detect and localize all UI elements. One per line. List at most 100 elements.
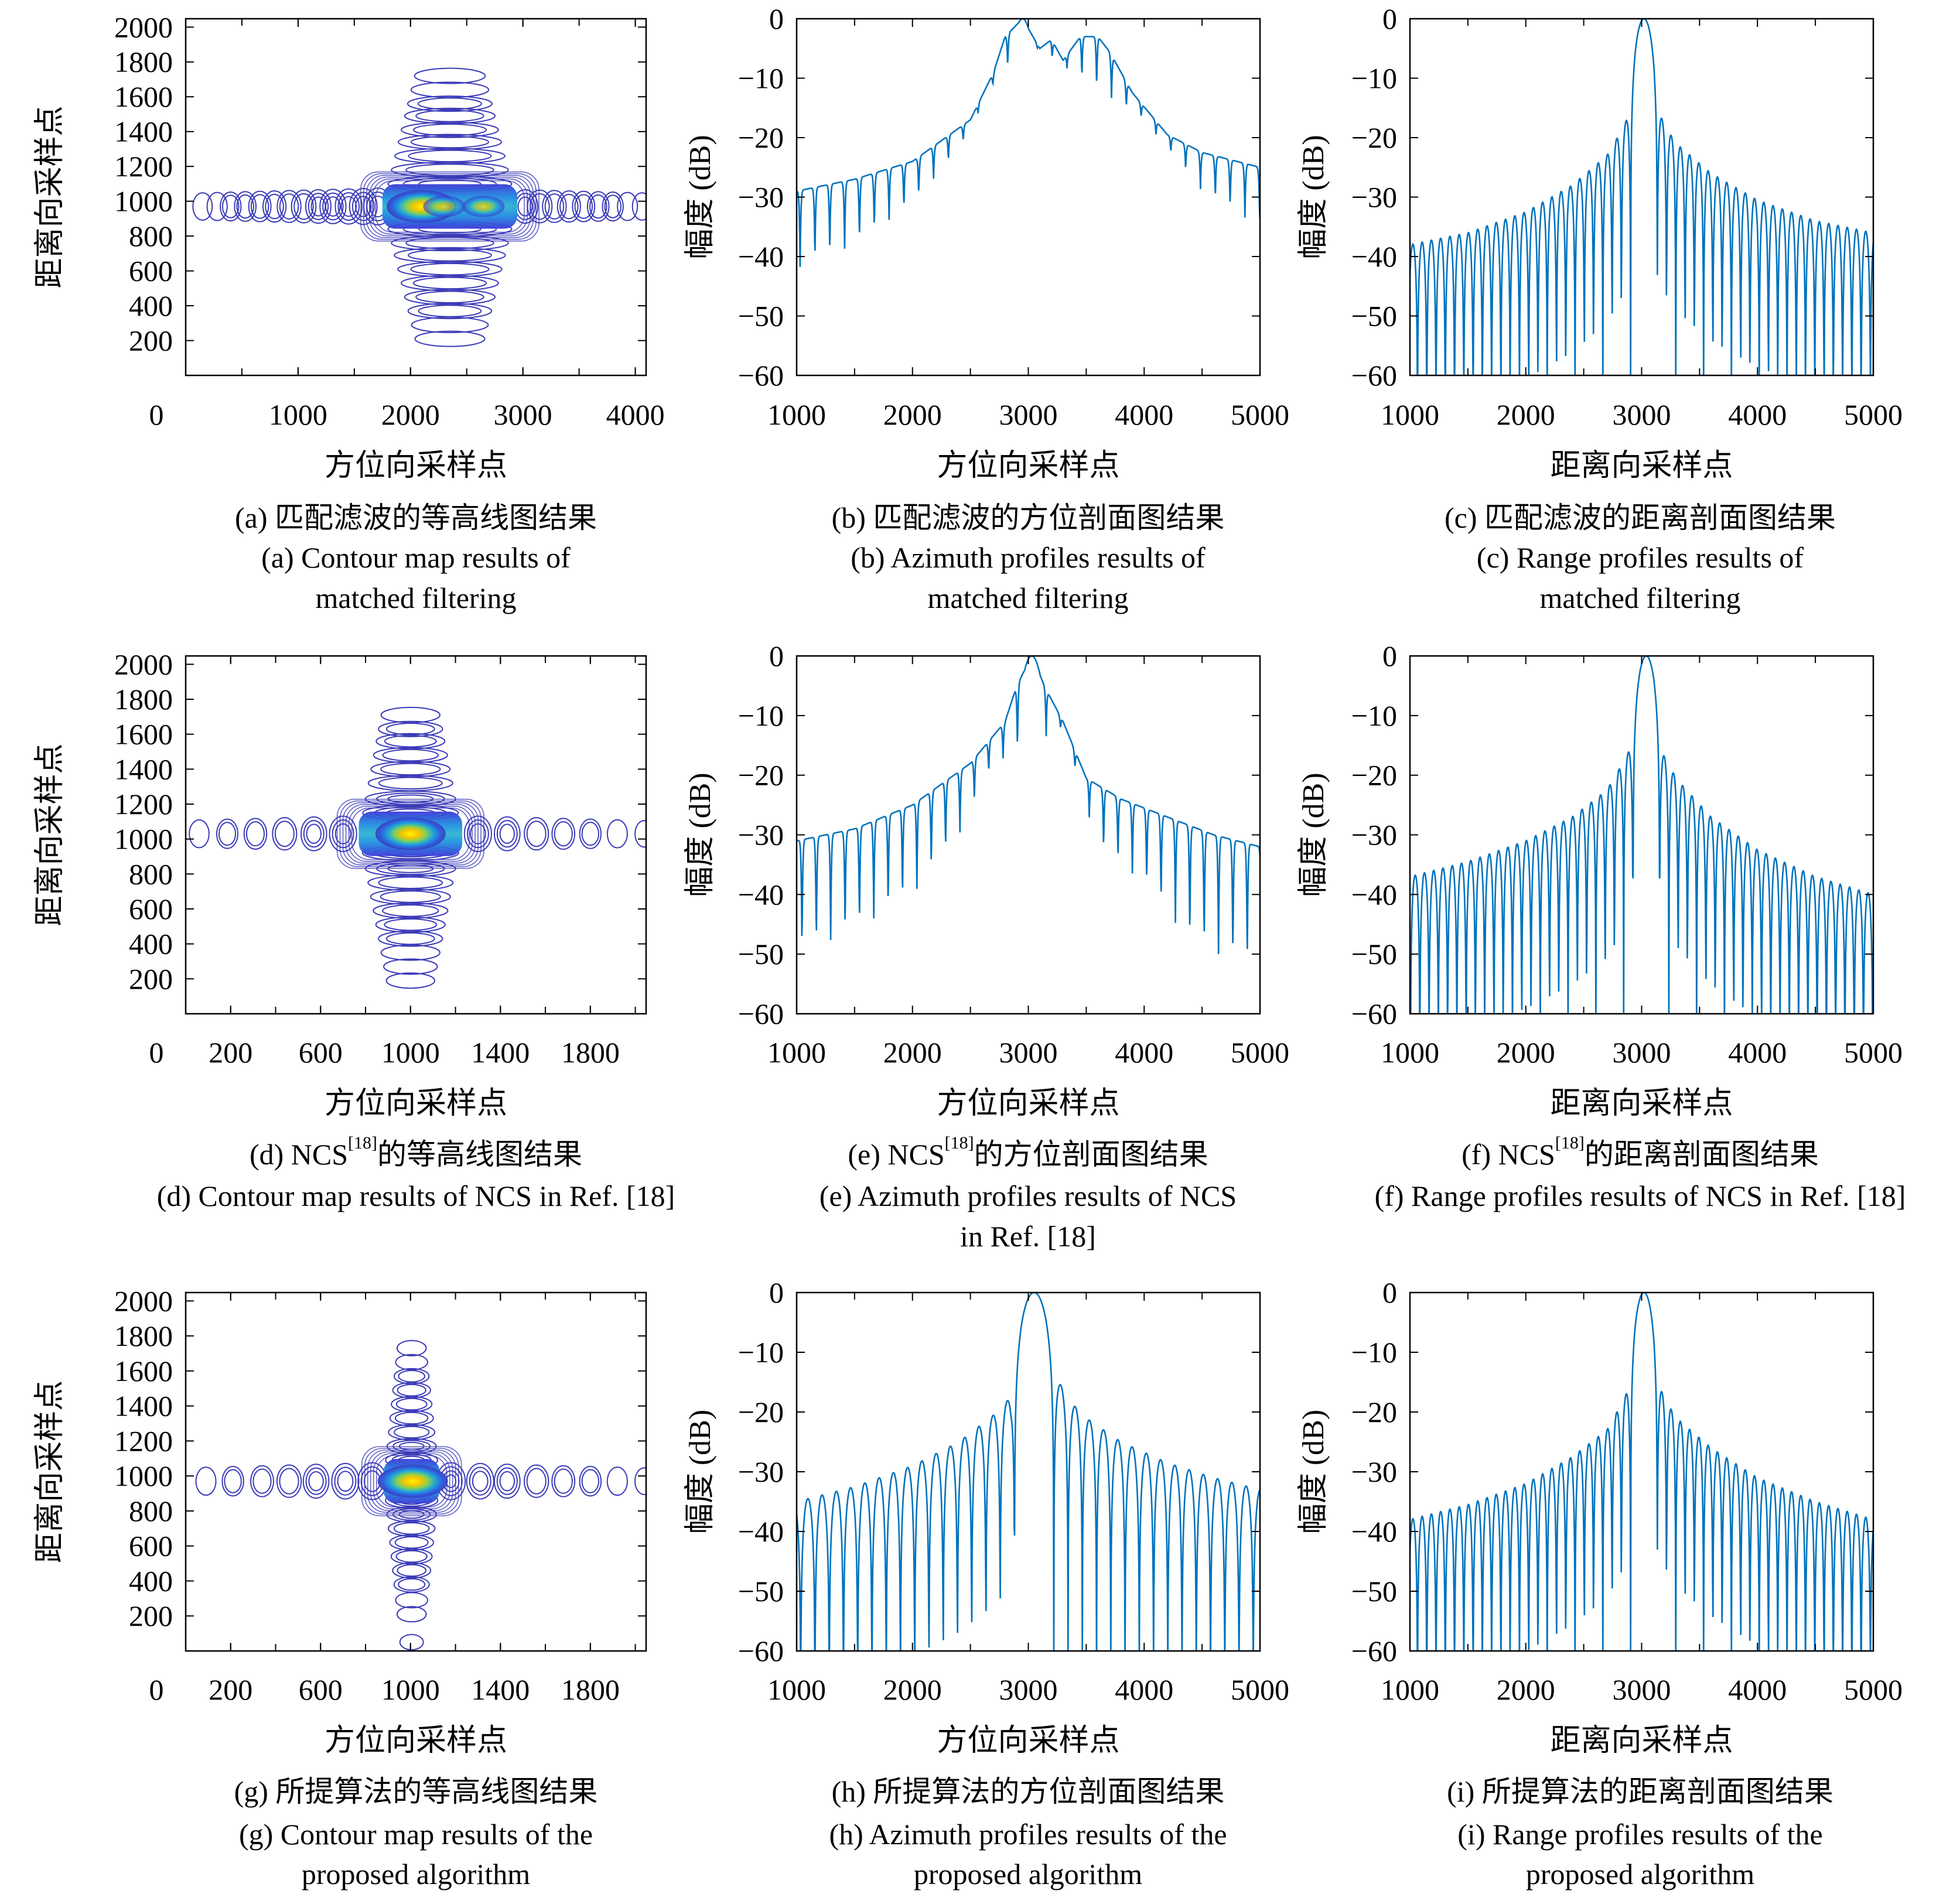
contour-ring (308, 1471, 324, 1492)
caption-en-i-line: (i) Range profiles results of the (1457, 1818, 1823, 1851)
contour-ring (385, 932, 435, 945)
series-line (797, 1293, 1260, 1651)
contour-ring (410, 262, 490, 276)
axes-box (185, 655, 647, 1015)
caption-en-e-line: in Ref. [18] (960, 1220, 1096, 1253)
contour-ring (526, 1468, 547, 1495)
axes-box (1409, 655, 1874, 1015)
caption-zh-h: (h) 所提算法的方位剖面图结果 (712, 1772, 1344, 1811)
y-tick-label: −30 (738, 1455, 784, 1488)
x-tick-label: 3000 (999, 1673, 1058, 1706)
y-tick-label: 2000 (114, 1284, 173, 1317)
contour-ring (279, 1468, 299, 1495)
x-tick-label: 3000 (999, 1036, 1058, 1069)
contour-ring (581, 1469, 600, 1493)
contour-ring (542, 190, 567, 223)
contour-ring (189, 819, 210, 849)
contour-ring (380, 706, 441, 723)
contour-ring (399, 1634, 424, 1651)
contour-ring (351, 807, 470, 860)
contour-ring (265, 193, 284, 220)
contour-ring (579, 1465, 602, 1497)
caption-zh-a: (a) 匹配滤波的等高线图结果 (100, 498, 732, 538)
contour-ring (305, 1467, 327, 1495)
y-axis-label: 幅度 (dB) (684, 772, 717, 897)
axes-box (795, 18, 1261, 377)
x-tick-label: 1400 (471, 1673, 530, 1706)
y-tick-label: 0 (769, 640, 784, 672)
caption-zh-prefix: (g) (234, 1775, 276, 1808)
contour-ring (334, 1466, 357, 1496)
x-tick-label: 1000 (1381, 398, 1439, 431)
contour-ring (391, 1396, 433, 1413)
contour-ring (393, 1522, 430, 1535)
x-tick-label: 3000 (1613, 1036, 1671, 1069)
contour-ring (378, 720, 443, 737)
y-axis-label: 距离向采样点 (33, 1380, 67, 1563)
contour-ring (218, 822, 237, 846)
y-tick-label: −10 (1351, 699, 1397, 732)
contour-ring (339, 800, 482, 867)
contour-ring (396, 1340, 427, 1357)
contour-ring (572, 190, 596, 223)
y-tick-label: −60 (738, 1635, 784, 1667)
contour-ring (466, 1462, 494, 1500)
contour-ring (319, 189, 347, 224)
y-tick-label: −40 (738, 240, 784, 273)
contour-ring (404, 107, 496, 124)
contour-ring (383, 958, 438, 975)
plot-area (1410, 1293, 1873, 1651)
y-tick-label: 1600 (114, 80, 173, 113)
x-tick-label: 1000 (767, 398, 826, 431)
contour-ring (224, 1469, 242, 1493)
contour-ring (373, 902, 449, 919)
panel-b: 0 −10 −20 −30 −40 −50 −60 1000 2000 3000 4000 5000 方… (684, 2, 1289, 483)
y-tick-label: 400 (129, 928, 173, 960)
contour-ring (345, 804, 476, 864)
caption-zh-d: (d) NCS[18]的等高线图结果 (100, 1134, 732, 1174)
contour-ring (493, 1464, 521, 1499)
contour-ring (407, 302, 493, 319)
x-tick-label: 2000 (1497, 398, 1555, 431)
caption-zh-prefix: (e) NCS (848, 1138, 945, 1171)
caption-en-a-line: (a) Contour map results of (261, 541, 571, 574)
contour-peak (377, 1465, 448, 1498)
y-tick-label: −50 (738, 1575, 784, 1608)
y-tick-label: 200 (129, 962, 173, 995)
axes-box (1409, 1291, 1874, 1652)
axes-box (185, 18, 647, 377)
contour-ring (308, 193, 329, 220)
y-tick-label: 600 (129, 893, 173, 925)
caption-zh-citation: [18] (1555, 1133, 1585, 1153)
contour-peak (375, 817, 446, 850)
contour-ring (469, 1466, 491, 1496)
caption-en-h-line: proposed algorithm (913, 1858, 1143, 1890)
caption-zh-prefix: (c) (1445, 501, 1484, 534)
contour-ring (380, 890, 441, 903)
y-tick-label: −50 (1351, 938, 1397, 970)
plot-area (797, 656, 1260, 955)
contour-ring (397, 1383, 426, 1397)
contour-ring (375, 916, 446, 933)
contour-ring (496, 1467, 518, 1495)
y-axis-label: 幅度 (dB) (1297, 135, 1330, 259)
axes-box (1409, 18, 1874, 377)
caption-zh-c: (c) 匹配滤波的距离剖面图结果 (1324, 498, 1956, 538)
x-tick-label: 0 (149, 398, 164, 431)
contour-ring (606, 819, 628, 849)
contour-ring (322, 192, 344, 221)
x-tick-label: 600 (299, 1673, 343, 1706)
contour-ring (397, 261, 503, 278)
contour-ring (276, 190, 302, 223)
contour-ring (378, 876, 443, 889)
y-tick-label: −30 (738, 819, 784, 852)
contour-ring (392, 1382, 431, 1399)
x-tick-label: 4000 (1728, 398, 1787, 431)
x-axis-label: 距离向采样点 (1550, 1087, 1733, 1120)
contour-ring (394, 1411, 429, 1425)
contour-ring (361, 1446, 462, 1516)
caption-en-c-line: matched filtering (1539, 582, 1741, 614)
x-tick-label: 3000 (494, 398, 552, 431)
x-tick-label: 4000 (1728, 1036, 1787, 1069)
panel-i: 0 −10 −20 −30 −40 −50 −60 1000 2000 3000 4000 5000 距… (1297, 1276, 1903, 1758)
